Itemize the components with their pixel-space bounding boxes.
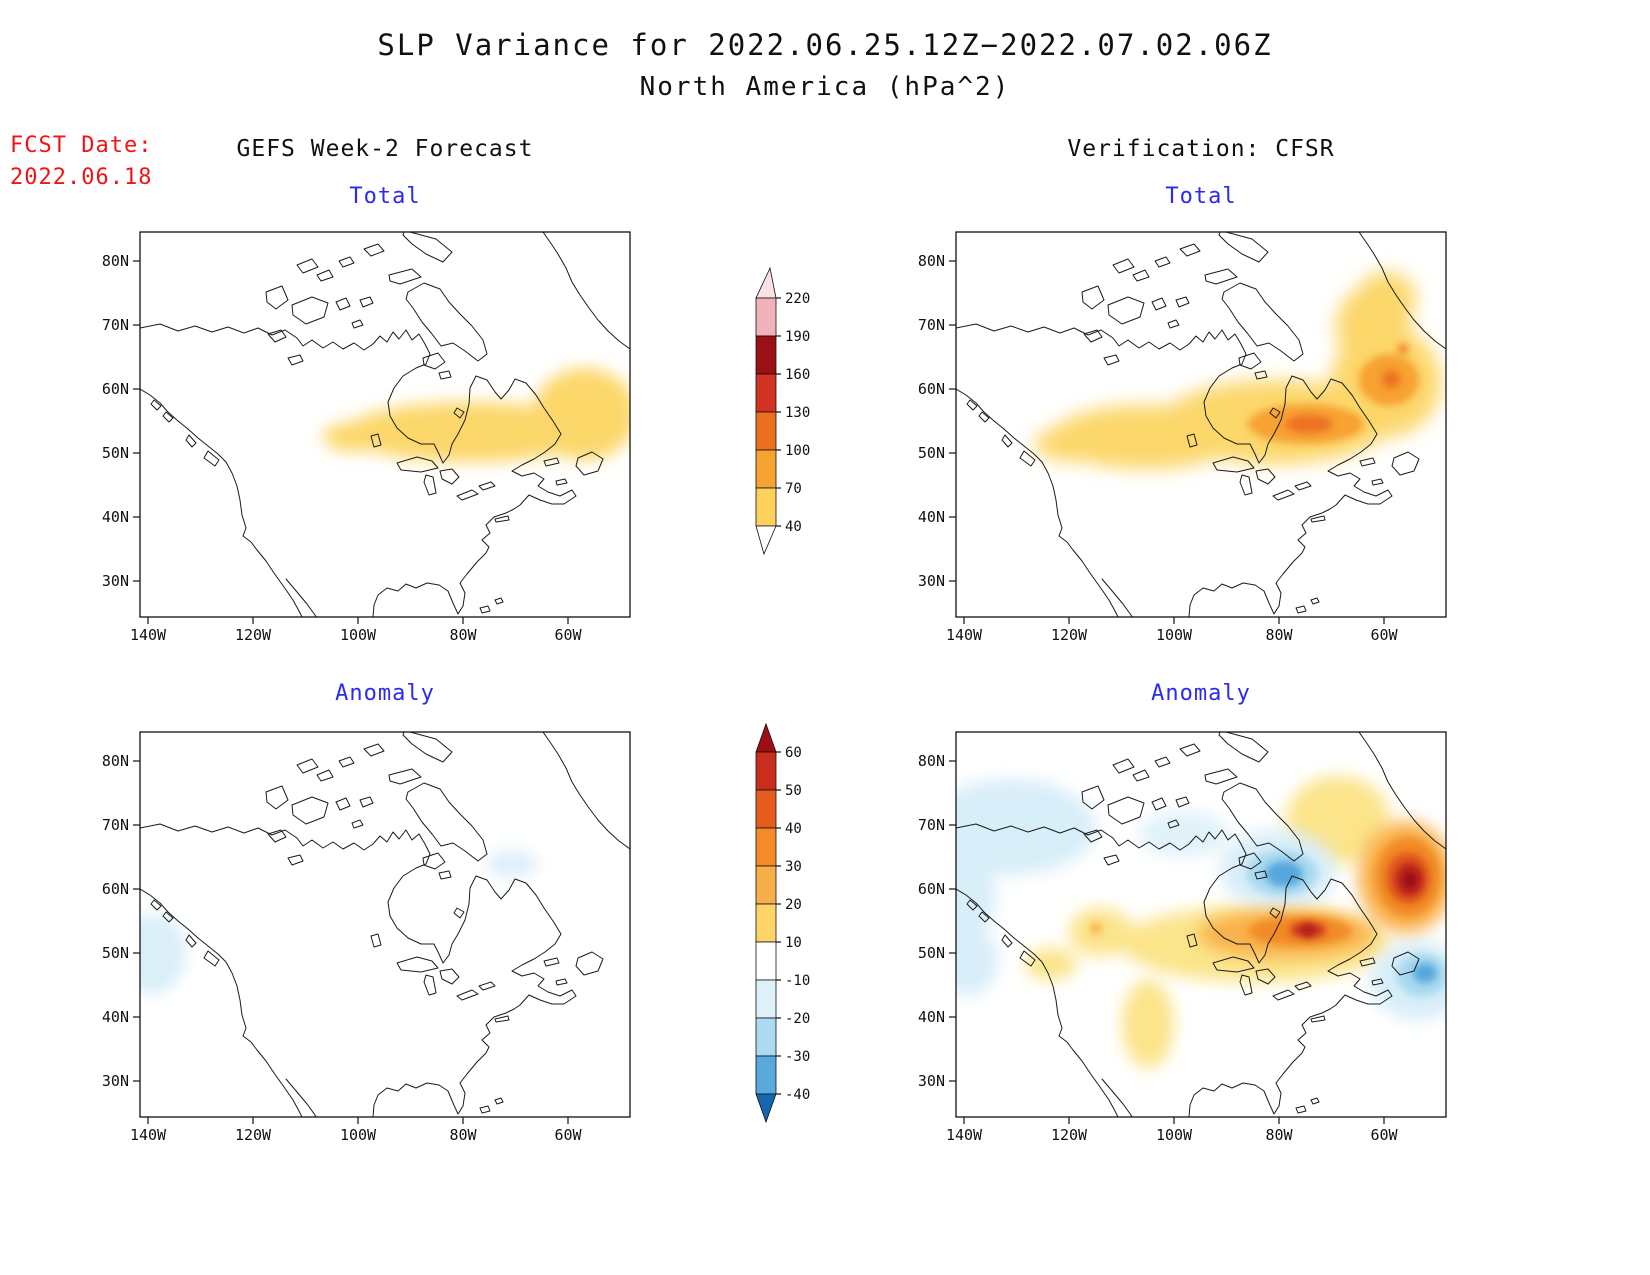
- panel-title-cfsr-anomaly: Anomaly: [1151, 681, 1251, 706]
- svg-text:120W: 120W: [235, 1126, 272, 1144]
- svg-text:120W: 120W: [235, 626, 272, 644]
- map-axes: 80N 70N 60N 50N 40N 30N 140W 120W 100W 80W 60W: [918, 252, 1399, 644]
- svg-text:100W: 100W: [1156, 1126, 1193, 1144]
- shading-40-70: [323, 368, 630, 462]
- svg-text:40N: 40N: [918, 1008, 945, 1026]
- svg-text:100W: 100W: [340, 626, 377, 644]
- svg-text:40: 40: [785, 519, 802, 535]
- svg-text:70N: 70N: [918, 816, 945, 834]
- map-panel-gefs-anomaly: 80N 70N 60N 50N 40N 30N 140W 120W 100W 80W 60W: [78, 720, 638, 1154]
- map-panel-cfsr-total: 80N 70N 60N 50N 40N 30N 140W 120W 100W 80W 60W: [894, 220, 1454, 654]
- svg-text:60N: 60N: [918, 380, 945, 398]
- svg-text:60N: 60N: [918, 880, 945, 898]
- svg-text:80W: 80W: [1265, 1126, 1293, 1144]
- svg-text:40N: 40N: [918, 508, 945, 526]
- svg-text:80N: 80N: [102, 752, 129, 770]
- svg-text:10: 10: [785, 935, 802, 951]
- panel-title-cfsr-total: Total: [1165, 184, 1237, 209]
- svg-text:-20: -20: [785, 1011, 810, 1027]
- svg-text:50N: 50N: [918, 444, 945, 462]
- svg-text:60N: 60N: [102, 380, 129, 398]
- svg-text:80W: 80W: [1265, 626, 1293, 644]
- svg-text:60N: 60N: [102, 880, 129, 898]
- shading-neg10-neg20: [140, 849, 538, 994]
- svg-text:80W: 80W: [449, 1126, 477, 1144]
- forecast-date-value: 2022.06.18: [10, 164, 153, 190]
- svg-text:30N: 30N: [918, 572, 945, 590]
- svg-text:60W: 60W: [1370, 626, 1398, 644]
- svg-text:140W: 140W: [946, 626, 983, 644]
- shading-100-130: [1285, 344, 1408, 433]
- svg-text:50N: 50N: [918, 944, 945, 962]
- svg-text:70N: 70N: [102, 316, 129, 334]
- svg-text:70N: 70N: [102, 816, 129, 834]
- map-panel-gefs-total: 80N 70N 60N 50N 40N 30N 140W 120W 100W 80W 60W: [78, 220, 638, 654]
- svg-text:100W: 100W: [340, 1126, 377, 1144]
- svg-text:-30: -30: [785, 1049, 810, 1065]
- svg-text:140W: 140W: [946, 1126, 983, 1144]
- svg-text:120W: 120W: [1051, 1126, 1088, 1144]
- map-frame: [139, 231, 631, 618]
- svg-text:70N: 70N: [918, 316, 945, 334]
- svg-text:40N: 40N: [102, 508, 129, 526]
- svg-text:-10: -10: [785, 973, 810, 989]
- figure-subtitle: North America (hPa^2): [639, 72, 1011, 102]
- forecast-date-label: FCST Date:: [10, 133, 153, 158]
- svg-text:50N: 50N: [102, 944, 129, 962]
- svg-text:50N: 50N: [102, 444, 129, 462]
- column-header-forecast: GEFS Week-2 Forecast: [236, 136, 534, 162]
- svg-text:120W: 120W: [1051, 626, 1088, 644]
- map-axes: 80N 70N 60N 50N 40N 30N 140W 120W 100W 80W 60W: [918, 752, 1399, 1144]
- map-frame: [139, 731, 631, 1118]
- svg-text:190: 190: [785, 329, 810, 345]
- svg-text:60W: 60W: [554, 626, 582, 644]
- svg-text:80N: 80N: [102, 252, 129, 270]
- shading-neg-30-40: [1265, 861, 1437, 983]
- panel-title-gefs-anomaly: Anomaly: [335, 681, 435, 706]
- svg-text:70: 70: [785, 481, 802, 497]
- svg-text:30N: 30N: [102, 1072, 129, 1090]
- svg-text:100: 100: [785, 443, 810, 459]
- svg-text:40: 40: [785, 821, 802, 837]
- svg-text:30N: 30N: [918, 1072, 945, 1090]
- svg-text:140W: 140W: [130, 626, 167, 644]
- svg-text:-40: -40: [785, 1087, 810, 1103]
- svg-text:130: 130: [785, 405, 810, 421]
- map-panel-cfsr-anomaly: 80N 70N 60N 50N 40N 30N 140W 120W 100W 80W 60W: [894, 720, 1454, 1154]
- svg-text:80N: 80N: [918, 752, 945, 770]
- svg-text:50: 50: [785, 783, 802, 799]
- figure-title: SLP Variance for 2022.06.25.12Z−2022.07.…: [377, 28, 1273, 62]
- svg-text:140W: 140W: [130, 1126, 167, 1144]
- colorbar-anomaly: 60 50 40 30 20 10 -10 -20 -30 -40: [755, 722, 810, 1124]
- forecast-date-annotation: FCST Date: 2022.06.18: [10, 130, 152, 194]
- svg-text:60W: 60W: [554, 1126, 582, 1144]
- svg-text:30N: 30N: [102, 572, 129, 590]
- svg-text:20: 20: [785, 897, 802, 913]
- svg-text:40N: 40N: [102, 1008, 129, 1026]
- map-frame: [955, 731, 1447, 1118]
- svg-text:80N: 80N: [918, 252, 945, 270]
- map-axes: 80N 70N 60N 50N 40N 30N 140W 120W 100W 80W 60W: [102, 252, 583, 644]
- panel-title-gefs-total: Total: [349, 184, 421, 209]
- svg-text:80W: 80W: [449, 626, 477, 644]
- svg-text:160: 160: [785, 367, 810, 383]
- map-frame: [955, 231, 1447, 618]
- svg-text:100W: 100W: [1156, 626, 1193, 644]
- svg-text:220: 220: [785, 291, 810, 307]
- shading-pos-gt60: [1303, 869, 1419, 935]
- map-axes: 80N 70N 60N 50N 40N 30N 140W 120W 100W 80W 60W: [102, 752, 583, 1144]
- svg-text:60: 60: [785, 745, 802, 761]
- svg-text:60W: 60W: [1370, 1126, 1398, 1144]
- colorbar-total: 220 190 160 130 100 70 40: [755, 266, 810, 556]
- column-header-verification: Verification: CFSR: [1067, 136, 1335, 162]
- svg-text:30: 30: [785, 859, 802, 875]
